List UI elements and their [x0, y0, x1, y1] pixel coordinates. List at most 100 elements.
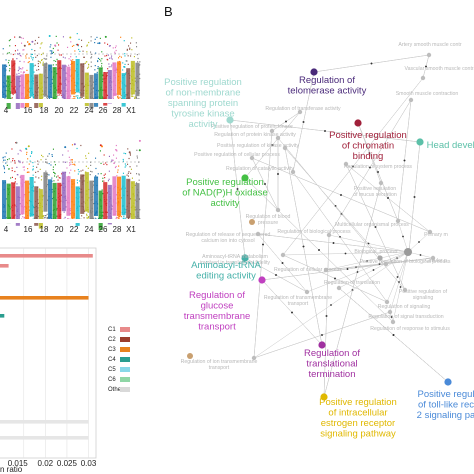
minor-term-node [408, 97, 414, 103]
manhattan-point [101, 58, 103, 60]
manhattan-point [56, 207, 58, 210]
manhattan-point [107, 94, 109, 97]
manhattan-point [8, 59, 10, 62]
manhattan-point [139, 218, 141, 220]
manhattan-point [17, 153, 19, 155]
manhattan-chromosome-band [135, 183, 140, 223]
manhattan-point [12, 93, 14, 96]
manhattan-point [34, 39, 36, 42]
manhattan-point [83, 56, 85, 58]
manhattan-point [114, 52, 116, 55]
highlighted-term-node [320, 393, 328, 401]
manhattan-point [127, 172, 129, 174]
manhattan-point [59, 54, 61, 56]
manhattan-point [85, 61, 87, 63]
manhattan-point [102, 74, 104, 76]
manhattan-point [39, 188, 41, 190]
manhattan-point [14, 89, 16, 91]
manhattan-point [61, 173, 63, 175]
manhattan-x-tick-label: 24 [85, 106, 94, 115]
manhattan-point [111, 159, 113, 161]
network-edge-arrow [340, 194, 342, 196]
minor-term-node [426, 52, 432, 58]
minor-term-node [378, 180, 384, 186]
manhattan-point [12, 158, 14, 160]
manhattan-point [37, 160, 39, 162]
manhattan-point [95, 157, 97, 159]
manhattan-point [23, 216, 25, 218]
minor-term-label: Biological_process [354, 249, 398, 255]
manhattan-point [118, 97, 120, 99]
manhattan-chromosome-band [84, 172, 89, 212]
manhattan-point [97, 90, 99, 92]
manhattan-point [35, 171, 37, 173]
manhattan-point [125, 209, 127, 211]
manhattan-chromosome-band [117, 176, 122, 217]
manhattan-outlier [28, 43, 31, 45]
network-edge-arrow [372, 269, 375, 271]
manhattan-point [4, 156, 6, 158]
manhattan-point [93, 203, 95, 205]
manhattan-point [115, 217, 117, 219]
manhattan-point [124, 163, 126, 165]
manhattan-point [94, 42, 96, 44]
manhattan-point [102, 97, 104, 99]
manhattan-point [102, 215, 104, 217]
manhattan-point [59, 94, 61, 96]
legend-label: C2 [108, 337, 116, 343]
manhattan-point [52, 166, 54, 168]
manhattan-point [93, 184, 95, 186]
manhattan-chromosome-band [112, 62, 117, 96]
minor-term-node [395, 218, 401, 224]
manhattan-point [70, 63, 72, 66]
minor-term-label: Regulation of blood pressure [246, 214, 291, 226]
manhattan-point [97, 173, 99, 175]
manhattan-point [58, 177, 60, 179]
manhattan-point [50, 53, 52, 55]
manhattan-point [101, 65, 103, 67]
manhattan-chromosome-band [112, 176, 117, 216]
manhattan-point [19, 203, 21, 205]
manhattan-point [97, 60, 99, 63]
network-edge-arrow [271, 144, 274, 146]
manhattan-point [116, 216, 118, 218]
manhattan-point [52, 51, 54, 53]
manhattan-chromosome-band [48, 64, 53, 98]
manhattan-point [123, 40, 125, 42]
legend-swatch [120, 367, 130, 372]
manhattan-point [47, 216, 49, 219]
manhattan-outlier [54, 44, 57, 47]
manhattan-point [101, 62, 103, 65]
manhattan-point [11, 167, 13, 169]
manhattan-point [46, 217, 48, 219]
manhattan-point [19, 161, 21, 164]
bar-c4 [0, 314, 5, 318]
manhattan-chromosome-band [94, 176, 99, 216]
minor-term-node [251, 355, 257, 361]
manhattan-chromosome-band [80, 63, 85, 97]
manhattan-point [90, 65, 92, 68]
manhattan-point [97, 60, 99, 62]
manhattan-point [76, 179, 78, 181]
manhattan-point [137, 57, 139, 60]
manhattan-point [80, 144, 82, 147]
network-edge-arrow [324, 130, 326, 132]
manhattan-point [124, 66, 126, 68]
manhattan-point [48, 174, 50, 176]
manhattan-point [74, 70, 76, 72]
manhattan-point [71, 159, 73, 161]
minor-term-label: Regulation of signal transduction [368, 314, 443, 320]
legend-swatch [120, 337, 130, 342]
manhattan-point [19, 52, 21, 54]
manhattan-point [46, 55, 48, 57]
manhattan-point [76, 182, 78, 184]
manhattan-point [87, 211, 89, 213]
manhattan-point [19, 149, 21, 151]
manhattan-point [73, 95, 75, 98]
manhattan-point [124, 55, 126, 57]
manhattan-point [27, 61, 29, 64]
manhattan-point [103, 163, 105, 165]
manhattan-point [71, 60, 73, 62]
manhattan-point [126, 49, 128, 51]
manhattan-point [37, 63, 39, 65]
